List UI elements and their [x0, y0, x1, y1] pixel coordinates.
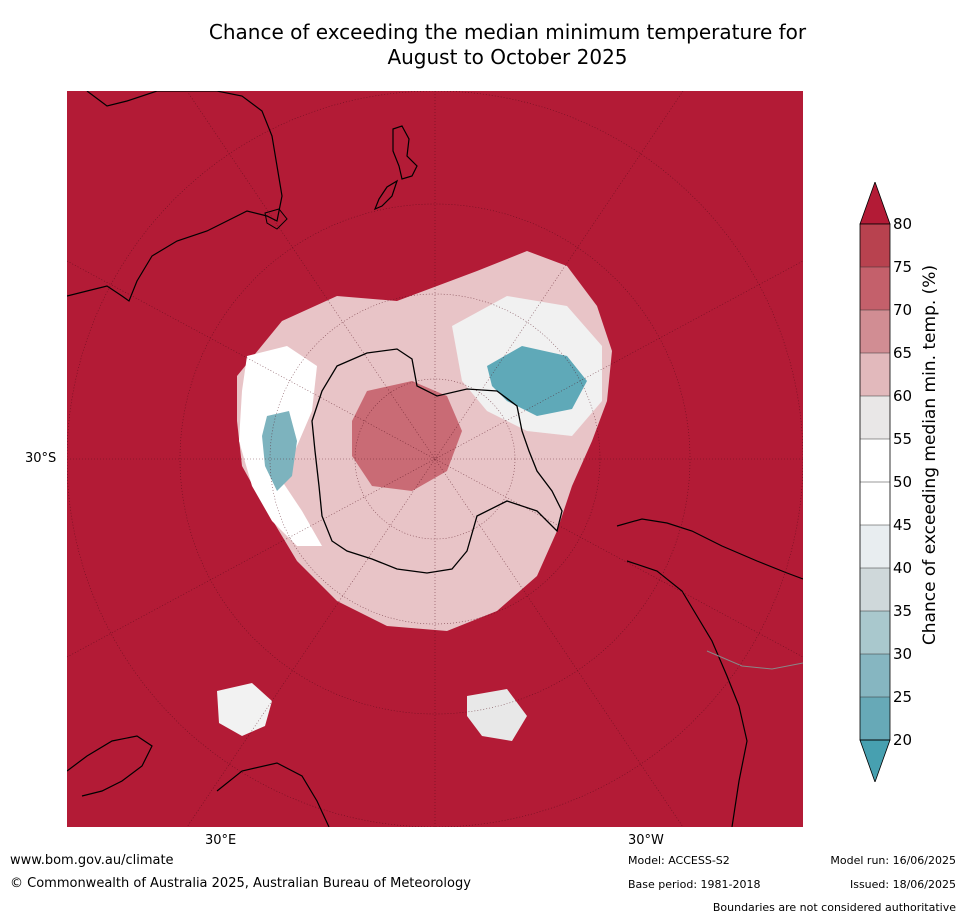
footer-model-run: Model run: 16/06/2025	[830, 854, 956, 867]
colorbar-tick: 40	[893, 559, 913, 577]
madagascar-like-coast	[216, 762, 330, 827]
south-america-coast	[616, 518, 803, 580]
footer-issued: Issued: 18/06/2025	[849, 878, 956, 891]
colorbar-tick: 45	[893, 516, 913, 534]
antarctica-coast	[311, 348, 563, 574]
colorbar-band-75	[860, 267, 890, 310]
new-zealand-south	[373, 179, 399, 211]
colorbar-tick: 20	[893, 731, 913, 749]
new-zealand-north	[392, 125, 418, 180]
longitude-label-30w: 30°W	[628, 833, 664, 848]
anomaly-blob-south-pacific	[467, 689, 527, 741]
colorbar-band-80	[860, 224, 890, 267]
anomaly-mid-pink	[352, 381, 462, 491]
colorbar-tick: 75	[893, 258, 913, 276]
anomaly-blob-indian-ocean	[217, 683, 272, 736]
colorbar-tick: 80	[893, 215, 913, 233]
graticule	[67, 91, 803, 827]
colorbar-tick: 30	[893, 645, 913, 663]
colorbar-band-40	[860, 568, 890, 611]
colorbar-graphic	[859, 180, 891, 784]
footer-copyright: © Commonwealth of Australia 2025, Austra…	[10, 876, 471, 891]
colorbar-band-35	[860, 611, 890, 654]
australia-landmass	[67, 91, 283, 302]
footer-model: Model: ACCESS-S2	[628, 854, 730, 867]
colorbar-tick: 70	[893, 301, 913, 319]
title-line-1: Chance of exceeding the median minimum t…	[208, 20, 807, 44]
footer-disclaimer: Boundaries are not considered authoritat…	[712, 901, 956, 914]
footer-website: www.bom.gov.au/climate	[10, 853, 174, 868]
colorbar-band-60	[860, 396, 890, 439]
footer-base-period: Base period: 1981-2018	[628, 878, 761, 891]
colorbar-dividers	[860, 266, 890, 698]
map-canvas	[67, 91, 803, 827]
south-america-border	[706, 650, 803, 670]
south-america-east	[626, 560, 748, 827]
map-title: Chance of exceeding the median minimum t…	[100, 20, 915, 70]
anomaly-teal-right	[487, 346, 587, 416]
colorbar-tick: 25	[893, 688, 913, 706]
colorbar	[858, 180, 965, 784]
colorbar-band-50	[860, 482, 890, 525]
colorbar-tick: 35	[893, 602, 913, 620]
colorbar-band-25	[860, 697, 890, 740]
colorbar-tick: 55	[893, 430, 913, 448]
colorbar-tick: 50	[893, 473, 913, 491]
colorbar-band-45	[860, 525, 890, 568]
latitude-label-30s: 30°S	[25, 451, 57, 466]
probability-map	[67, 91, 803, 827]
longitude-label-30e: 30°E	[205, 833, 237, 848]
colorbar-tick: 60	[893, 387, 913, 405]
colorbar-extend-high	[859, 180, 891, 225]
tasmania	[264, 208, 288, 230]
colorbar-band-55	[860, 439, 890, 482]
colorbar-band-65	[860, 353, 890, 396]
colorbar-band-30	[860, 654, 890, 697]
colorbar-band-70	[860, 310, 890, 353]
anomaly-teal-left	[262, 411, 297, 491]
title-line-2: August to October 2025	[387, 45, 628, 69]
colorbar-extend-low	[859, 739, 891, 784]
colorbar-tick: 65	[893, 344, 913, 362]
colorbar-title: Chance of exceeding median min. temp. (%…	[920, 264, 940, 646]
southern-africa-coast	[67, 735, 153, 797]
